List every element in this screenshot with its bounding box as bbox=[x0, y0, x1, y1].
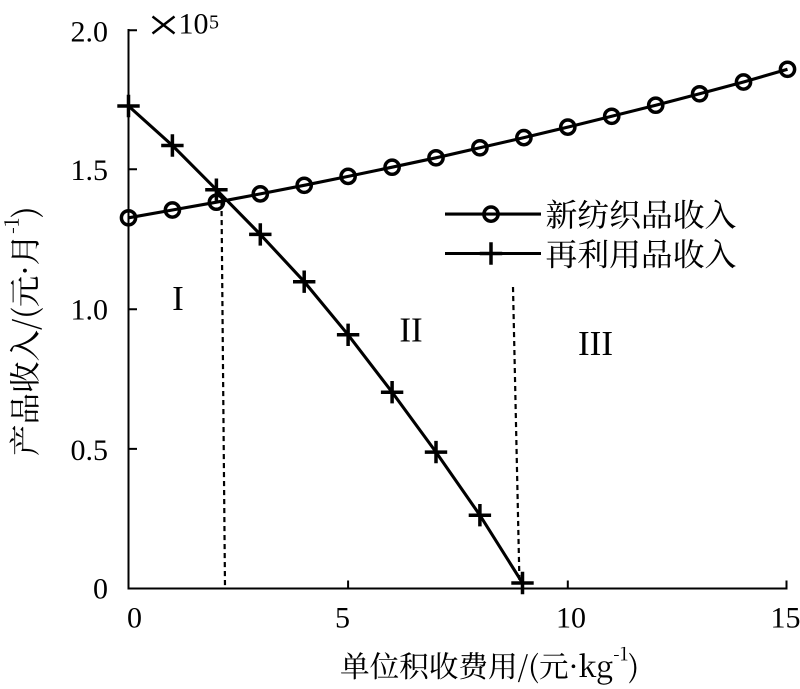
svg-text:I: I bbox=[172, 279, 184, 318]
svg-text:10: 10 bbox=[556, 602, 586, 635]
svg-text:II: II bbox=[399, 311, 422, 350]
svg-text:5: 5 bbox=[209, 12, 219, 34]
svg-text:0.5: 0.5 bbox=[71, 434, 109, 467]
svg-text:0: 0 bbox=[93, 573, 108, 606]
svg-text:5: 5 bbox=[335, 602, 350, 635]
svg-text:0: 0 bbox=[127, 602, 142, 635]
svg-text:III: III bbox=[578, 324, 613, 363]
svg-text:2.0: 2.0 bbox=[71, 16, 109, 49]
svg-text:10: 10 bbox=[179, 8, 209, 41]
svg-text:1.5: 1.5 bbox=[71, 154, 109, 187]
svg-text:15: 15 bbox=[771, 602, 800, 635]
svg-text:1.0: 1.0 bbox=[71, 294, 109, 327]
